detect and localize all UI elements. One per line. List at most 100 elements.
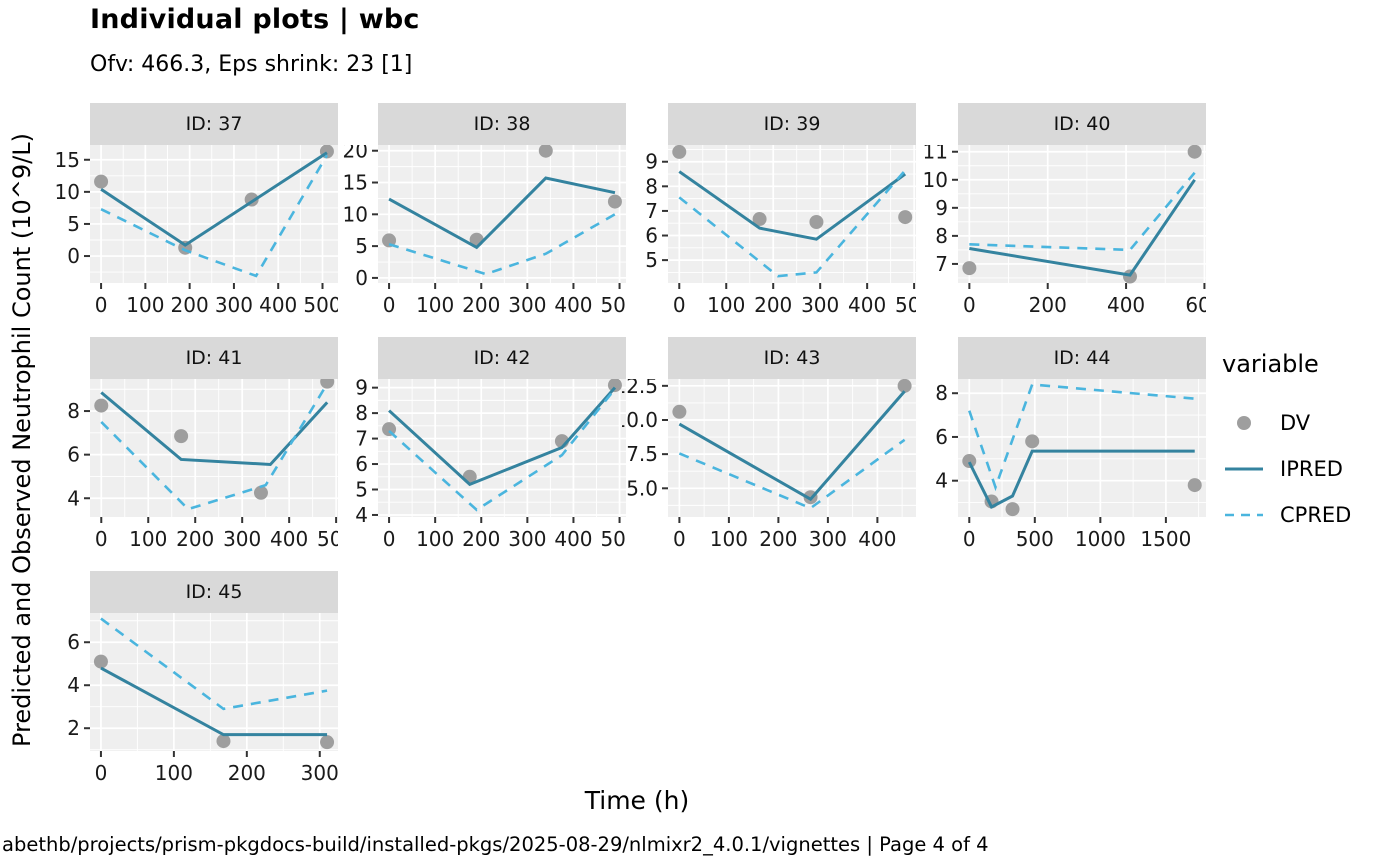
legend-item-ipred: IPRED (1222, 446, 1398, 492)
svg-text:7: 7 (645, 199, 658, 223)
svg-text:4: 4 (67, 486, 80, 510)
svg-text:10.0: 10.0 (622, 408, 658, 432)
svg-text:5: 5 (355, 478, 368, 502)
facet-plot: 0 100 200 300 400 500 0 5 10 15 20 (343, 145, 626, 317)
svg-text:300: 300 (809, 527, 847, 551)
svg-text:6: 6 (67, 630, 80, 654)
svg-text:10: 10 (55, 180, 80, 204)
svg-text:200: 200 (462, 293, 500, 317)
svg-text:100: 100 (416, 527, 454, 551)
svg-text:6: 6 (645, 224, 658, 248)
svg-text:500: 500 (895, 293, 916, 317)
legend: variable DV IPRED CPRED (1222, 350, 1398, 538)
svg-text:400: 400 (1107, 293, 1145, 317)
facet-strip: ID: 40 (958, 103, 1206, 145)
footer-path: abethb/projects/prism-pkgdocs-build/inst… (2, 833, 989, 856)
svg-text:200: 200 (176, 527, 214, 551)
svg-text:4: 4 (67, 673, 80, 697)
page-subtitle: Ofv: 466.3, Eps shrink: 23 [1] (90, 52, 413, 77)
svg-text:0: 0 (95, 761, 108, 785)
svg-text:1000: 1000 (1075, 527, 1126, 551)
svg-text:300: 300 (801, 293, 839, 317)
facet-strip: ID: 41 (90, 337, 338, 379)
dv-point-icon (1222, 413, 1266, 433)
facet-strip: ID: 43 (668, 337, 916, 379)
svg-text:9: 9 (935, 196, 948, 220)
facet-strip: ID: 39 (668, 103, 916, 145)
svg-text:12.5: 12.5 (622, 379, 658, 398)
svg-text:200: 200 (754, 293, 792, 317)
facet-plot: 0 100 200 300 400 5.0 7.5 10.0 12.5 (622, 379, 916, 551)
svg-text:200: 200 (759, 527, 797, 551)
svg-text:100: 100 (707, 293, 745, 317)
svg-text:400: 400 (848, 293, 886, 317)
svg-text:1500: 1500 (1140, 527, 1191, 551)
svg-text:6: 6 (67, 443, 80, 467)
svg-text:0: 0 (673, 527, 686, 551)
svg-text:100: 100 (129, 527, 167, 551)
svg-text:200: 200 (171, 293, 209, 317)
svg-text:400: 400 (858, 527, 896, 551)
page-title: Individual plots | wbc (90, 4, 420, 35)
svg-text:100: 100 (126, 293, 164, 317)
svg-text:7.5: 7.5 (626, 442, 658, 466)
svg-text:9: 9 (645, 150, 658, 174)
svg-text:0: 0 (963, 293, 976, 317)
facet-panel: ID: 40 0 200 400 600 7 8 9 10 11 (912, 103, 1206, 321)
svg-text:400: 400 (554, 527, 592, 551)
svg-text:15: 15 (343, 171, 368, 195)
svg-text:2: 2 (67, 716, 80, 740)
svg-text:10: 10 (343, 202, 368, 226)
svg-text:100: 100 (155, 761, 193, 785)
svg-text:300: 300 (508, 527, 546, 551)
svg-text:500: 500 (1016, 527, 1054, 551)
legend-title: variable (1222, 350, 1319, 378)
svg-text:0: 0 (67, 244, 80, 268)
svg-text:200: 200 (462, 527, 500, 551)
svg-text:6: 6 (935, 425, 948, 449)
svg-text:300: 300 (223, 527, 261, 551)
svg-text:5: 5 (67, 212, 80, 236)
svg-text:0: 0 (95, 293, 108, 317)
svg-text:8: 8 (645, 174, 658, 198)
legend-item-dv: DV (1222, 400, 1398, 446)
svg-text:8: 8 (935, 381, 948, 405)
svg-text:0: 0 (673, 293, 686, 317)
facet-strip: ID: 45 (90, 571, 338, 613)
svg-text:5: 5 (645, 248, 658, 272)
svg-text:8: 8 (935, 224, 948, 248)
svg-text:400: 400 (259, 293, 297, 317)
facet-strip: ID: 37 (90, 103, 338, 145)
svg-text:8: 8 (355, 401, 368, 425)
svg-text:500: 500 (303, 293, 338, 317)
cpred-line-icon (1222, 505, 1266, 525)
facet-strip: ID: 42 (378, 337, 626, 379)
svg-text:4: 4 (355, 503, 368, 527)
legend-label-ipred: IPRED (1280, 457, 1343, 481)
facet-strip: ID: 38 (378, 103, 626, 145)
svg-text:5.0: 5.0 (626, 476, 658, 500)
svg-text:300: 300 (508, 293, 546, 317)
facet-plot: 0 100 200 300 400 500 4 6 8 (67, 379, 338, 551)
svg-text:5: 5 (355, 234, 368, 258)
svg-text:20: 20 (343, 145, 368, 163)
facet-panel: ID: 45 0 100 200 300 2 4 6 (44, 571, 338, 789)
svg-text:0: 0 (383, 527, 396, 551)
facet-panel: ID: 43 0 100 200 300 400 5.0 7.5 10.0 12.5 (622, 337, 916, 555)
legend-label-cpred: CPRED (1280, 503, 1352, 527)
svg-text:8: 8 (67, 399, 80, 423)
facet-panel: ID: 41 0 100 200 300 400 500 4 6 8 (44, 337, 338, 555)
ipred-line-icon (1222, 459, 1266, 479)
svg-text:6: 6 (355, 452, 368, 476)
svg-text:0: 0 (355, 266, 368, 290)
svg-text:9: 9 (355, 379, 368, 400)
legend-label-dv: DV (1280, 411, 1311, 435)
svg-text:0: 0 (963, 527, 976, 551)
svg-text:400: 400 (270, 527, 308, 551)
svg-text:100: 100 (416, 293, 454, 317)
svg-text:7: 7 (935, 252, 948, 276)
facet-panel: ID: 37 0 100 200 300 400 500 0 5 10 15 (44, 103, 338, 321)
